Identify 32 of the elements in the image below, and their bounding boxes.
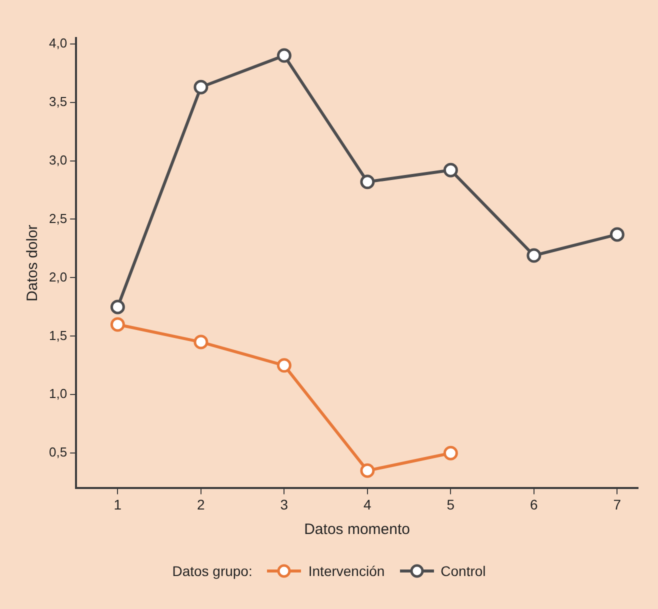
point <box>443 446 458 460</box>
point <box>526 248 542 263</box>
y-tick-label: 4,0 <box>48 35 68 50</box>
y-tick-label: 0,5 <box>48 444 68 460</box>
point <box>610 227 624 242</box>
y-tick-label: 1,0 <box>48 386 68 402</box>
y-tick-label: 2,0 <box>48 269 68 284</box>
x-tick-label: 1 <box>114 496 122 512</box>
point <box>360 174 375 190</box>
point <box>360 463 375 478</box>
x-tick-label: 5 <box>446 496 455 512</box>
point <box>443 162 458 178</box>
x-tick-label: 6 <box>530 496 538 512</box>
legend-title: Datos grupo: <box>172 563 252 579</box>
point <box>110 300 125 314</box>
x-axis-title: Datos momento <box>304 521 410 538</box>
point <box>194 334 208 350</box>
legend-label: Control <box>440 563 486 579</box>
x-tick-label: 2 <box>197 496 206 512</box>
y-tick-label: 3,0 <box>48 152 68 168</box>
y-axis-title: Datos dolor <box>24 224 42 302</box>
point <box>110 317 125 332</box>
x-tick-label: 3 <box>280 496 288 512</box>
x-tick-label: 7 <box>613 496 622 512</box>
point <box>194 80 208 94</box>
x-tick-label: 4 <box>364 496 372 512</box>
y-tick-label: 2,5 <box>48 210 68 226</box>
y-tick-label: 1,5 <box>48 328 68 343</box>
point <box>276 48 292 63</box>
legend-label: Intervención <box>308 563 385 579</box>
point <box>276 358 292 373</box>
y-tick-label: 3,5 <box>48 94 68 109</box>
